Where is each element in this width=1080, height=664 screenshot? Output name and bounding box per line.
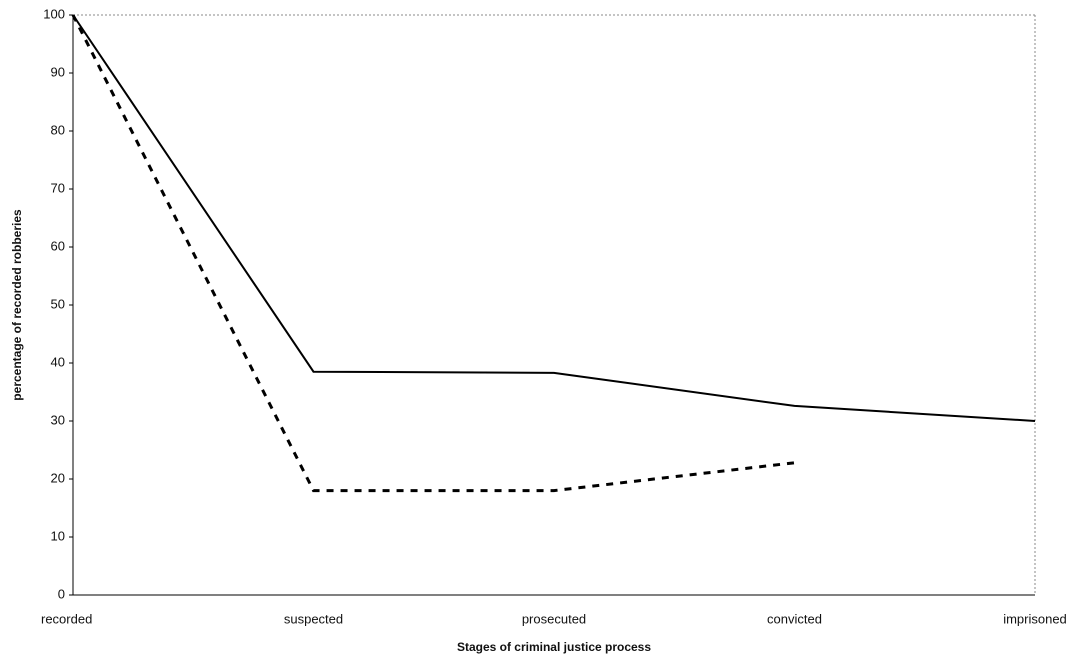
data-line <box>72 14 1036 422</box>
x-tick-label: prosecuted <box>522 611 586 626</box>
x-axis-title: Stages of criminal justice process <box>457 640 651 654</box>
x-tick-label: suspected <box>284 611 343 626</box>
y-tick-label: 70 <box>51 180 65 195</box>
x-tick-label: imprisoned <box>1003 611 1067 626</box>
y-axis-title: percentage of recorded robberies <box>10 209 24 401</box>
x-tick-label: convicted <box>767 611 822 626</box>
y-tick-label: 100 <box>43 6 65 21</box>
y-tick-label: 10 <box>51 528 65 543</box>
y-tick-label: 90 <box>51 64 65 79</box>
x-tick-label: recorded <box>41 611 92 626</box>
y-tick-label: 50 <box>51 296 65 311</box>
y-tick-label: 80 <box>51 122 65 137</box>
y-tick-label: 40 <box>51 354 65 369</box>
y-tick-label: 60 <box>51 238 65 253</box>
y-tick-label: 0 <box>58 586 65 601</box>
y-tick-label: 20 <box>51 470 65 485</box>
data-line <box>71 14 795 493</box>
y-tick-label: 30 <box>51 412 65 427</box>
